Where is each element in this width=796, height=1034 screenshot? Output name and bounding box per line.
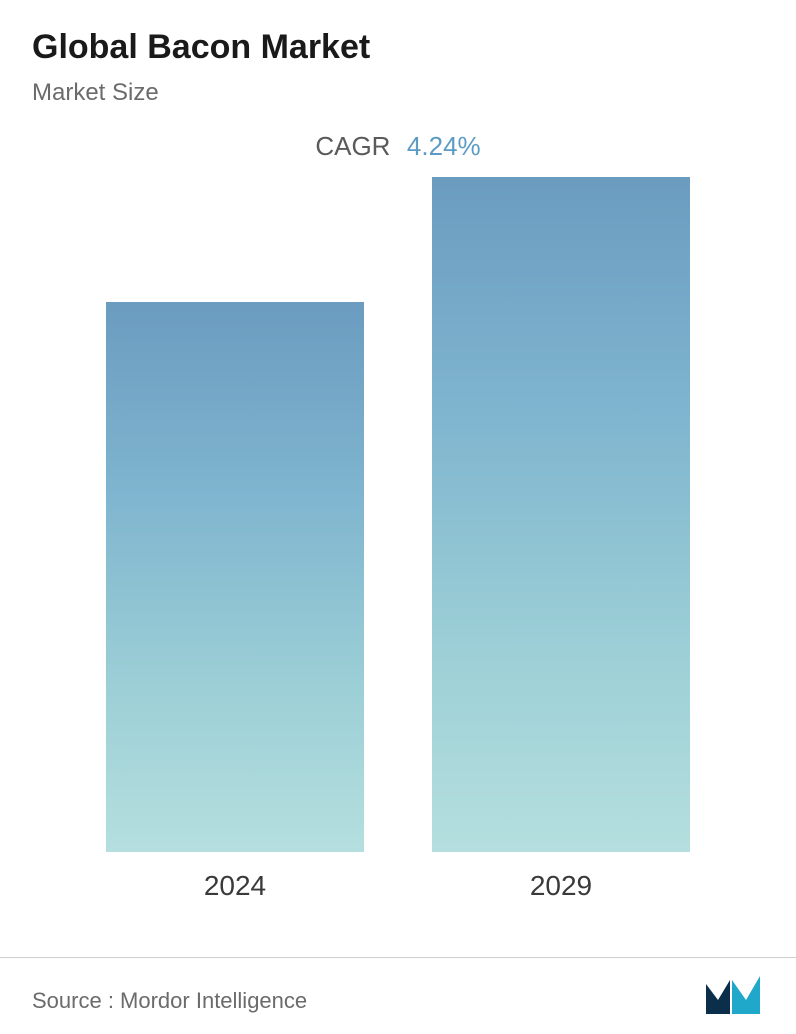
source-text: Source : Mordor Intelligence [32, 988, 307, 1014]
cagr-value: 4.24% [407, 131, 481, 161]
page-title: Global Bacon Market [32, 28, 764, 67]
mordor-logo-icon [706, 972, 764, 1014]
chart-container: Global Bacon Market Market Size CAGR 4.2… [0, 0, 796, 1034]
bar-2029 [432, 177, 690, 852]
bar-group-2024: 2024 [106, 302, 364, 902]
bar-label-2024: 2024 [204, 870, 266, 902]
bar-2024 [106, 302, 364, 852]
page-subtitle: Market Size [32, 79, 764, 107]
bar-chart: 2024 2029 [32, 182, 764, 902]
cagr-row: CAGR 4.24% [32, 131, 764, 162]
bar-label-2029: 2029 [530, 870, 592, 902]
footer: Source : Mordor Intelligence [32, 972, 764, 1014]
cagr-label: CAGR [315, 131, 390, 161]
bar-group-2029: 2029 [432, 177, 690, 902]
footer-divider [0, 957, 796, 958]
